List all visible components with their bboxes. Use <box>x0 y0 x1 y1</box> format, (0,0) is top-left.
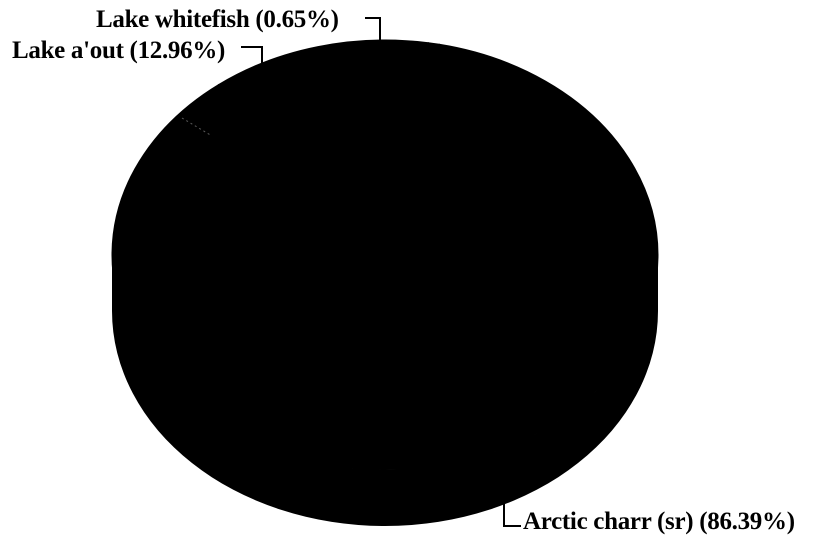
slice-boundary-line <box>181 117 213 137</box>
leader-line-lake-trout <box>241 46 263 66</box>
pie-slice-lake-whitefish <box>384 42 440 256</box>
leader-line-lake-whitefish <box>365 17 381 41</box>
pie-slice-arctic-charr-sr <box>111 43 659 471</box>
pie-slice-lake-trout <box>217 39 429 257</box>
pie-side-wall <box>112 255 658 526</box>
slice-label-lake-trout: Lake a'out (12.96%) <box>12 37 226 64</box>
slice-label-lake-whitefish: Lake whitefish (0.65%) <box>96 6 339 33</box>
leader-line-arctic-charr <box>503 497 521 527</box>
slice-label-arctic-charr: Arctic charr (sr) (86.39%) <box>523 508 795 535</box>
pie-slices <box>111 39 659 526</box>
